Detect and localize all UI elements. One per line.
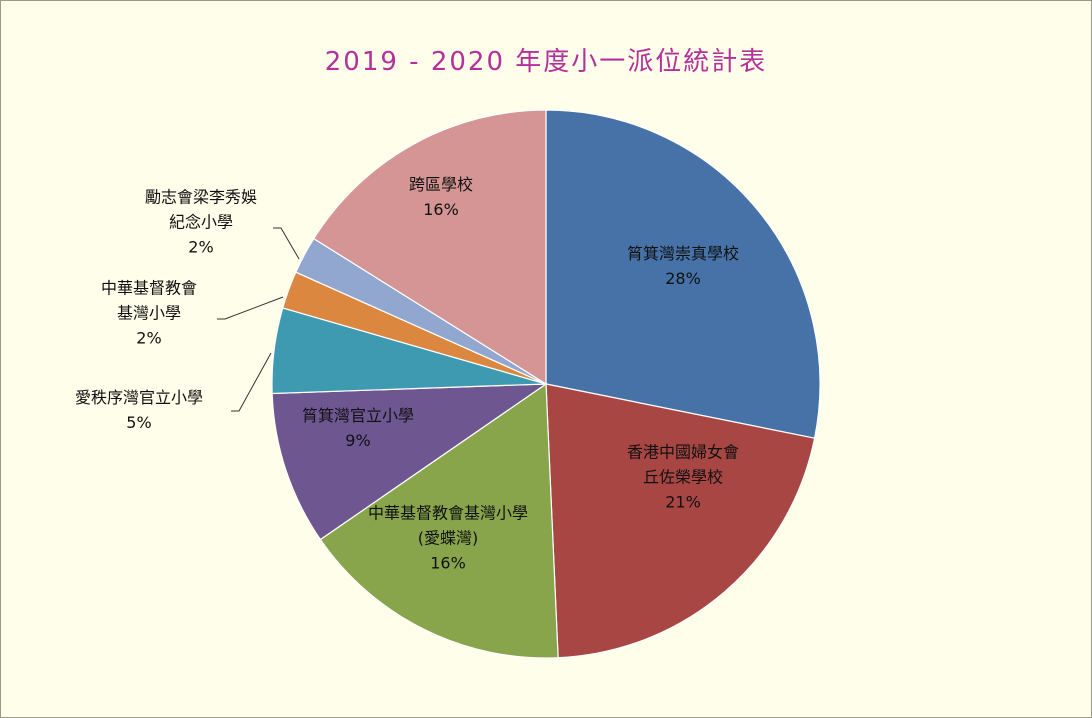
chart-title: 2019 - 2020 年度小一派位統計表 xyxy=(324,47,768,77)
pie-slice xyxy=(319,382,559,659)
data-label-percent: 16% xyxy=(423,200,459,219)
pie-slice xyxy=(545,109,821,439)
data-label-percent: 9% xyxy=(345,431,370,450)
leader-line xyxy=(273,227,300,260)
data-label-category: (愛蝶灣) xyxy=(418,529,479,548)
data-label-category: 筲箕灣官立小學 xyxy=(302,406,414,425)
data-label-category: 筲箕灣崇真學校 xyxy=(627,244,739,263)
data-label-percent: 16% xyxy=(430,554,466,573)
data-label-percent: 2% xyxy=(188,238,213,257)
data-label-percent: 5% xyxy=(126,413,151,432)
pie-slice xyxy=(545,383,816,659)
data-label-category: 跨區學校 xyxy=(409,175,473,194)
data-label-category: 香港中國婦女會 xyxy=(627,443,739,462)
data-label-percent: 2% xyxy=(136,329,161,348)
data-label-category: 中華基督教會 xyxy=(101,279,197,298)
data-label-category: 中華基督教會基灣小學 xyxy=(368,504,528,523)
data-label-percent: 28% xyxy=(665,269,701,288)
data-label-category: 愛秩序灣官立小學 xyxy=(75,388,203,407)
pie-slice xyxy=(271,383,549,541)
data-label-category: 基灣小學 xyxy=(117,304,181,323)
leader-line xyxy=(231,352,272,412)
data-label-category: 紀念小學 xyxy=(169,213,233,232)
pie-slice xyxy=(312,109,547,386)
data-label-category: 勵志會梁李秀娛 xyxy=(145,188,257,207)
data-label-percent: 21% xyxy=(665,493,701,512)
data-label-category: 丘佐榮學校 xyxy=(643,468,723,487)
leader-line xyxy=(217,296,284,320)
